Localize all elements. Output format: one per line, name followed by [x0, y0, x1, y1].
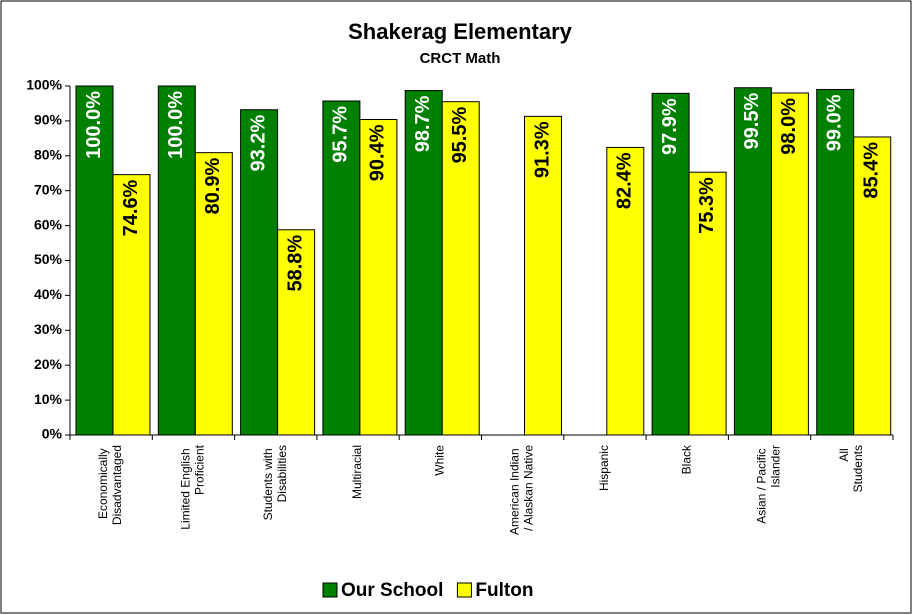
x-tick-label-line: Disadvantaged [110, 445, 124, 525]
value-label: 93.2% [247, 115, 269, 172]
x-tick-label-line: American Indian [508, 445, 522, 535]
value-label: 58.8% [284, 235, 306, 292]
value-label: 82.4% [614, 152, 636, 209]
bar [112, 174, 151, 436]
x-tick-label: All Students [837, 445, 865, 492]
x-tick-label: Students with Disabilities [261, 445, 289, 520]
value-label: 99.5% [741, 93, 763, 150]
legend-label: Fulton [475, 580, 533, 601]
x-tick-label: White [433, 445, 447, 476]
y-tick-label: 20% [34, 356, 63, 372]
bar [853, 136, 892, 436]
chart-title: Shakerag Elementary [348, 19, 573, 44]
y-tick-label: 60% [34, 216, 63, 232]
bar [359, 119, 398, 436]
bar [322, 100, 361, 436]
bar [194, 152, 233, 436]
y-tick-label: 50% [34, 251, 63, 267]
bar [770, 92, 809, 436]
chart-subtitle: CRCT Math [420, 50, 501, 67]
bar [240, 109, 279, 436]
x-tick-label-line: Proficient [193, 444, 207, 495]
x-tick-label-line: / Alaskan Native [522, 445, 536, 531]
bar [816, 88, 855, 436]
y-tick-label: 100% [26, 77, 62, 93]
y-tick-label: 40% [34, 286, 63, 302]
value-label: 95.7% [330, 106, 352, 163]
x-tick-label-line: Disabilities [275, 445, 289, 502]
x-tick-label-line: Islander [769, 445, 783, 488]
legend-label: Our School [341, 580, 443, 601]
value-label: 100.0% [165, 91, 187, 159]
x-tick-label: American Indian / Alaskan Native [508, 445, 536, 535]
bar [524, 115, 562, 436]
x-tick-label-line: Multiracial [350, 445, 364, 499]
x-tick-label-line: Limited English [179, 445, 193, 530]
x-tick-label: Hispanic [597, 445, 611, 491]
value-label: 85.4% [860, 142, 882, 199]
x-tick-label: Limited English Proficient [179, 444, 207, 529]
bar [75, 85, 114, 436]
x-tick-label-line: White [433, 445, 447, 476]
value-label: 99.0% [823, 94, 845, 151]
bar [277, 229, 316, 436]
x-tick-label: Black [679, 444, 693, 474]
x-tick-label-line: Asian / Pacific [755, 445, 769, 524]
y-tick-label: 70% [34, 181, 63, 197]
value-label: 80.9% [202, 157, 224, 214]
value-label: 75.3% [696, 177, 718, 234]
x-tick-label: Asian / Pacific Islander [755, 445, 783, 524]
y-tick-label: 10% [34, 391, 63, 407]
value-label: 100.0% [83, 91, 105, 159]
y-tick-label: 30% [34, 321, 63, 337]
x-tick-label-line: Students with [261, 445, 275, 520]
value-label: 98.7% [412, 95, 434, 152]
x-tick-label-line: Economically [96, 445, 110, 519]
legend-swatch [456, 582, 472, 598]
y-tick-label: 0% [42, 426, 63, 442]
value-label: 95.5% [449, 106, 471, 163]
bar [688, 171, 727, 436]
value-label: 74.6% [120, 179, 142, 236]
x-tick-label-line: Hispanic [597, 445, 611, 491]
value-label: 98.0% [778, 98, 800, 155]
value-label: 97.9% [659, 98, 681, 155]
x-tick-label-line: All [837, 445, 851, 462]
legend-swatch [322, 582, 338, 598]
x-tick-label: Multiracial [350, 445, 364, 499]
bar [441, 101, 480, 436]
y-tick-label: 90% [34, 112, 63, 128]
bar [651, 92, 690, 436]
value-label: 90.4% [367, 124, 389, 181]
x-tick-label-line: Black [679, 444, 693, 474]
bar [606, 146, 645, 436]
bar [404, 90, 443, 436]
value-label: 91.3% [531, 121, 553, 178]
x-tick-label-line: Students [851, 445, 865, 492]
x-tick-label: Economically Disadvantaged [96, 445, 124, 525]
y-tick-label: 80% [34, 147, 63, 163]
